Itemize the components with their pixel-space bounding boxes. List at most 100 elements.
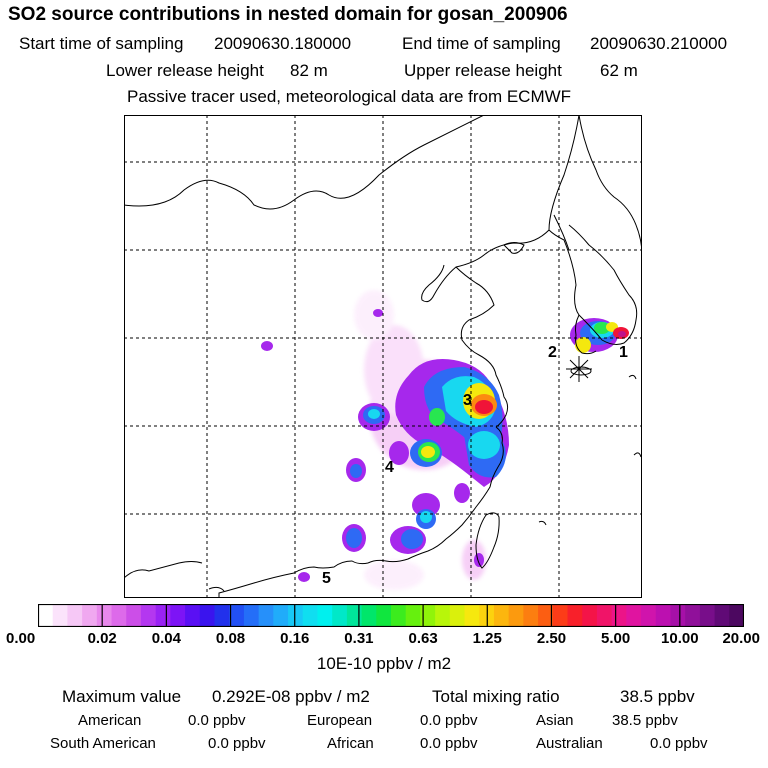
colorbar-swatch [170, 604, 186, 627]
region-name: American [78, 712, 142, 729]
border [553, 214, 570, 251]
colorbar-swatch [82, 604, 98, 627]
plot-title: SO2 source contributions in nested domai… [8, 4, 568, 25]
total-mixing-value: 38.5 ppbv [620, 687, 695, 706]
colorbar-tick-label: 20.00 [722, 630, 760, 647]
colorbar-swatch [214, 604, 230, 627]
source-label-3: 3 [463, 392, 472, 409]
coastline [367, 426, 504, 564]
plume-region [373, 309, 383, 317]
colorbar-swatch [523, 604, 539, 627]
plume-region [412, 493, 440, 517]
taiwan-coastline [475, 512, 500, 569]
colorbar-swatch [567, 604, 583, 627]
lower-release-label: Lower release height [106, 61, 264, 80]
colorbar-swatches [38, 604, 744, 627]
colorbar-swatch [582, 604, 598, 627]
island-coastline [538, 520, 547, 526]
colorbar-swatch [670, 604, 686, 627]
colorbar-swatch [596, 604, 613, 627]
region-name: South American [50, 735, 156, 752]
colorbar-swatch [420, 604, 436, 627]
region-name: Australian [536, 735, 603, 752]
plume-region [474, 553, 484, 567]
plume-region [454, 483, 470, 503]
colorbar [38, 604, 744, 627]
colorbar-swatch [302, 604, 319, 627]
colorbar-swatch [273, 604, 289, 627]
korea-coastline [574, 314, 597, 355]
region-value: 0.0 ppbv [208, 735, 266, 752]
plume-region [346, 528, 362, 548]
lower-release-value: 82 m [290, 61, 328, 80]
source-label-1: 1 [619, 344, 628, 361]
plume-region [618, 331, 626, 337]
colorbar-swatch [317, 604, 333, 627]
colorbar-tick-label: 10.00 [661, 630, 699, 647]
region-value: 38.5 ppbv [612, 712, 678, 729]
start-time-value: 20090630.180000 [214, 34, 352, 53]
colorbar-swatch [346, 604, 363, 627]
colorbar-swatch [361, 604, 377, 627]
source-label-4: 4 [385, 459, 394, 476]
plume-region [368, 409, 380, 419]
colorbar-tick-label: 0.08 [215, 630, 246, 647]
source-label-5: 5 [322, 570, 331, 587]
coastline [124, 115, 485, 210]
colorbar-swatch [655, 604, 672, 627]
map-frame [124, 115, 642, 598]
korea-coastline [578, 115, 642, 256]
colorbar-swatch [67, 604, 83, 627]
plume-region [575, 337, 591, 353]
end-time-label: End time of sampling [402, 34, 561, 53]
region-value: 0.0 ppbv [420, 712, 478, 729]
plume-region [261, 341, 273, 351]
colorbar-swatch [714, 604, 730, 627]
plume-region [475, 400, 493, 414]
region-name: European [307, 712, 373, 729]
coastline [421, 115, 580, 303]
colorbar-frame [38, 604, 744, 627]
colorbar-swatch [376, 604, 392, 627]
region-name: African [327, 735, 374, 752]
plume-region [468, 431, 500, 459]
colorbar-swatch [243, 604, 260, 627]
start-time-label: Start time of sampling [19, 34, 184, 53]
plume-region [389, 441, 409, 465]
colorbar-swatch [229, 604, 245, 627]
island-coastline [628, 374, 637, 380]
colorbar-swatch [538, 604, 554, 627]
colorbar-swatch [626, 604, 642, 627]
grid [124, 115, 642, 598]
region-value: 0.0 ppbv [650, 735, 708, 752]
model-note: Passive tracer used, meteorological data… [127, 87, 572, 106]
coastline [124, 561, 203, 579]
plume-region [350, 464, 362, 478]
colorbar-swatch [552, 604, 569, 627]
colorbar-swatch [685, 604, 701, 627]
island-coastline [633, 452, 642, 458]
colorbar-swatch [140, 604, 157, 627]
colorbar-swatch [464, 604, 480, 627]
max-value: 0.292E-08 ppbv / m2 [212, 687, 370, 706]
colorbar-swatch [96, 604, 113, 627]
colorbar-tick-label: 0.02 [87, 630, 117, 647]
colorbar-swatch [38, 604, 54, 627]
colorbar-tick-label: 0.00 [6, 630, 36, 647]
colorbar-swatch [641, 604, 657, 627]
colorbar-swatch [258, 604, 274, 627]
total-mixing-label: Total mixing ratio [432, 687, 560, 706]
colorbar-swatch [508, 604, 524, 627]
colorbar-swatch [126, 604, 142, 627]
colorbar-swatch [435, 604, 451, 627]
colorbar-swatch [611, 604, 627, 627]
plume-region [429, 408, 445, 426]
colorbar-tick-label: 0.04 [151, 630, 181, 647]
colorbar-tick-label: 0.31 [344, 630, 374, 647]
colorbar-tick-label: 1.25 [472, 630, 502, 647]
concentration-field [261, 290, 629, 590]
colorbar-swatch [155, 604, 171, 627]
colorbar-swatch [391, 604, 407, 627]
colorbar-tick-label: 2.50 [536, 630, 567, 647]
colorbar-units: 10E-10 ppbv / m2 [316, 654, 452, 673]
